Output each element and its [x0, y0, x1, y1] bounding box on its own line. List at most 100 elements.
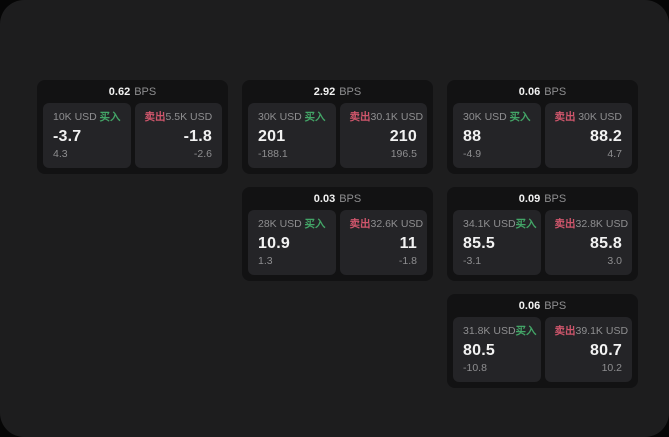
sell-delta: 196.5	[390, 148, 417, 160]
bps-value: 2.92	[313, 86, 336, 98]
buy-side-label: 买入	[509, 111, 531, 123]
buy-amount: 31.8K USD	[463, 325, 516, 337]
buy-delta: -3.1	[463, 255, 482, 267]
buy-side-label: 买入	[515, 325, 537, 337]
bps-unit: BPS	[544, 300, 567, 312]
sell-tile-header: 卖出 30K USD	[555, 111, 623, 124]
bps-unit: BPS	[544, 86, 567, 98]
bps-unit: BPS	[134, 86, 157, 98]
sell-side-label: 卖出	[554, 111, 576, 123]
buy-delta: 4.3	[53, 148, 68, 160]
buy-delta: -188.1	[258, 148, 288, 160]
buy-price: 80.5	[463, 342, 495, 359]
tiles-row: 31.8K USD 买入 80.5 -10.8 卖出 39.1K USD 80.…	[453, 317, 632, 382]
sell-amount: 5.5K USD	[165, 111, 213, 123]
quote-grid: 0.62 BPS 10K USD 买入 -3.7 4.3 卖出 5.5K USD …	[37, 80, 638, 388]
bps-header: 0.62 BPS	[43, 84, 222, 100]
sell-amount: 32.8K USD	[575, 218, 629, 230]
tiles-row: 30K USD 买入 88 -4.9 卖出 30K USD 88.2 4.7	[453, 103, 632, 168]
quote-card: 0.09 BPS 34.1K USD 买入 85.5 -3.1 卖出 32.8K …	[447, 187, 638, 281]
sell-delta: 3.0	[607, 255, 622, 267]
sell-tile[interactable]: 卖出 5.5K USD -1.8 -2.6	[134, 103, 222, 168]
bps-header: 0.06 BPS	[453, 84, 632, 100]
buy-tile[interactable]: 30K USD 买入 201 -188.1	[248, 103, 336, 168]
sell-tile[interactable]: 卖出 32.8K USD 85.8 3.0	[544, 210, 632, 275]
sell-side-label: 卖出	[349, 218, 371, 230]
sell-price: -1.8	[183, 128, 212, 145]
sell-side-label: 卖出	[554, 325, 576, 337]
bps-unit: BPS	[339, 193, 362, 205]
sell-price: 210	[389, 128, 417, 145]
buy-tile-header: 30K USD 买入	[258, 111, 326, 124]
bps-value: 0.06	[518, 300, 541, 312]
buy-side-label: 买入	[304, 111, 326, 123]
sell-tile[interactable]: 卖出 39.1K USD 80.7 10.2	[544, 317, 632, 382]
buy-delta: -10.8	[463, 362, 487, 374]
buy-tile-header: 30K USD 买入	[463, 111, 531, 124]
buy-amount: 30K USD	[258, 111, 302, 123]
bps-unit: BPS	[339, 86, 362, 98]
sell-delta: 4.7	[607, 148, 622, 160]
sell-tile[interactable]: 卖出 30K USD 88.2 4.7	[544, 103, 632, 168]
buy-tile-header: 31.8K USD 买入	[463, 325, 537, 338]
quote-card: 0.06 BPS 30K USD 买入 88 -4.9 卖出 30K USD 88…	[447, 80, 638, 174]
buy-tile[interactable]: 10K USD 买入 -3.7 4.3	[43, 103, 131, 168]
sell-tile-header: 卖出 5.5K USD	[145, 111, 213, 124]
buy-price: 10.9	[258, 235, 290, 252]
sell-tile[interactable]: 卖出 32.6K USD 11 -1.8	[339, 210, 427, 275]
sell-amount: 30.1K USD	[370, 111, 424, 123]
sell-price: 88.2	[590, 128, 622, 145]
buy-amount: 28K USD	[258, 218, 302, 230]
quote-card: 2.92 BPS 30K USD 买入 201 -188.1 卖出 30.1K U…	[242, 80, 433, 174]
sell-amount: 39.1K USD	[575, 325, 629, 337]
quote-card: 0.06 BPS 31.8K USD 买入 80.5 -10.8 卖出 39.1K…	[447, 294, 638, 388]
bps-unit: BPS	[544, 193, 567, 205]
buy-side-label: 买入	[304, 218, 326, 230]
bps-header: 0.03 BPS	[248, 191, 427, 207]
tiles-row: 28K USD 买入 10.9 1.3 卖出 32.6K USD 11 -1.8	[248, 210, 427, 275]
sell-tile-header: 卖出 39.1K USD	[554, 325, 629, 338]
bps-header: 2.92 BPS	[248, 84, 427, 100]
bps-header: 0.09 BPS	[453, 191, 632, 207]
buy-price: 85.5	[463, 235, 495, 252]
buy-amount: 10K USD	[53, 111, 97, 123]
buy-tile[interactable]: 34.1K USD 买入 85.5 -3.1	[453, 210, 541, 275]
sell-side-label: 卖出	[554, 218, 576, 230]
quote-card: 0.62 BPS 10K USD 买入 -3.7 4.3 卖出 5.5K USD …	[37, 80, 228, 174]
sell-price: 80.7	[590, 342, 622, 359]
buy-tile-header: 28K USD 买入	[258, 218, 326, 231]
sell-delta: -1.8	[398, 255, 417, 267]
buy-tile[interactable]: 31.8K USD 买入 80.5 -10.8	[453, 317, 541, 382]
bps-value: 0.09	[518, 193, 541, 205]
bps-header: 0.06 BPS	[453, 298, 632, 314]
sell-tile[interactable]: 卖出 30.1K USD 210 196.5	[339, 103, 427, 168]
buy-price: 88	[463, 128, 482, 145]
sell-price: 11	[399, 235, 417, 252]
sell-tile-header: 卖出 30.1K USD	[349, 111, 424, 124]
sell-tile-header: 卖出 32.8K USD	[554, 218, 629, 231]
bps-value: 0.03	[313, 193, 336, 205]
sell-delta: 10.2	[601, 362, 622, 374]
buy-price: -3.7	[53, 128, 82, 145]
tiles-row: 34.1K USD 买入 85.5 -3.1 卖出 32.8K USD 85.8…	[453, 210, 632, 275]
buy-price: 201	[258, 128, 286, 145]
buy-side-label: 买入	[99, 111, 121, 123]
tiles-row: 30K USD 买入 201 -188.1 卖出 30.1K USD 210 1…	[248, 103, 427, 168]
buy-tile[interactable]: 30K USD 买入 88 -4.9	[453, 103, 541, 168]
tiles-row: 10K USD 买入 -3.7 4.3 卖出 5.5K USD -1.8 -2.…	[43, 103, 222, 168]
buy-tile-header: 10K USD 买入	[53, 111, 121, 124]
sell-delta: -2.6	[193, 148, 212, 160]
sell-side-label: 卖出	[144, 111, 166, 123]
sell-amount: 32.6K USD	[370, 218, 424, 230]
bps-value: 0.06	[518, 86, 541, 98]
bps-value: 0.62	[108, 86, 131, 98]
sell-side-label: 卖出	[349, 111, 371, 123]
quote-card: 0.03 BPS 28K USD 买入 10.9 1.3 卖出 32.6K USD…	[242, 187, 433, 281]
buy-tile-header: 34.1K USD 买入	[463, 218, 537, 231]
buy-amount: 34.1K USD	[463, 218, 516, 230]
sell-price: 85.8	[590, 235, 622, 252]
buy-tile[interactable]: 28K USD 买入 10.9 1.3	[248, 210, 336, 275]
buy-amount: 30K USD	[463, 111, 507, 123]
